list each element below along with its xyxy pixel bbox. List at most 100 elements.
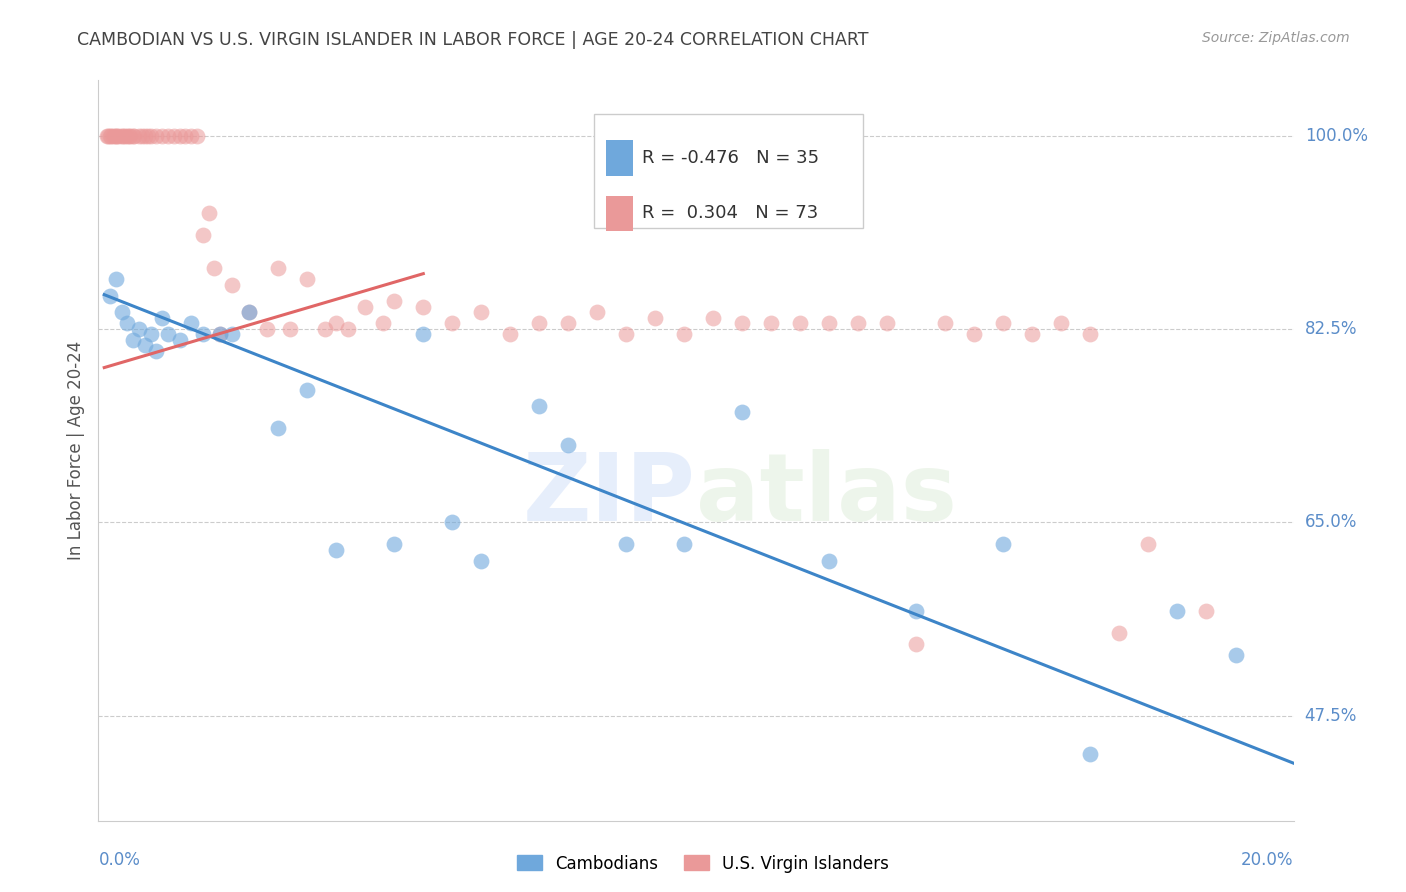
Point [818,317,841,331]
Point [297,383,319,397]
Point [267,421,290,435]
Point [336,322,359,336]
Bar [595,113,863,228]
Point [131,128,153,143]
Point [98,128,121,143]
Point [1108,625,1130,640]
Point [557,317,579,331]
Point [221,327,243,342]
Text: CAMBODIAN VS U.S. VIRGIN ISLANDER IN LABOR FORCE | AGE 20-24 CORRELATION CHART: CAMBODIAN VS U.S. VIRGIN ISLANDER IN LAB… [77,31,869,49]
Point [297,272,319,286]
Point [529,399,551,413]
Point [117,128,139,143]
Text: ZIP: ZIP [523,449,696,541]
Point [278,322,301,336]
Point [314,322,336,336]
Point [371,317,394,331]
Point [180,128,202,143]
Text: Source: ZipAtlas.com: Source: ZipAtlas.com [1202,31,1350,45]
Point [122,333,145,347]
Bar [606,195,633,231]
Point [139,327,162,342]
Point [107,128,129,143]
Point [169,333,191,347]
Point [145,344,167,359]
Point [267,261,290,276]
Point [97,128,120,143]
Text: 82.5%: 82.5% [1305,320,1357,338]
Point [136,128,159,143]
Point [1050,317,1073,331]
Point [673,327,696,342]
Point [124,128,146,143]
Point [104,272,127,286]
Point [470,554,492,568]
Point [1166,604,1188,618]
Point [221,277,243,292]
Point [325,542,347,557]
Point [499,327,522,342]
Point [128,322,150,336]
Text: 65.0%: 65.0% [1305,513,1357,532]
Point [905,604,928,618]
Point [122,128,145,143]
Point [731,317,754,331]
Point [104,128,127,143]
Point [412,327,434,342]
Point [197,206,219,220]
Point [163,128,186,143]
Point [117,128,139,143]
Point [256,322,278,336]
Point [169,128,191,143]
Text: atlas: atlas [696,449,957,541]
Point [818,554,841,568]
Point [1195,604,1218,618]
Point [139,128,162,143]
Point [1137,537,1160,551]
Point [101,128,124,143]
Point [557,438,579,452]
Point [731,405,754,419]
Point [150,128,173,143]
Point [186,128,208,143]
Text: 47.5%: 47.5% [1305,706,1357,724]
Point [1080,747,1102,762]
Point [325,317,347,331]
Point [848,317,870,331]
Point [614,537,637,551]
Point [1225,648,1247,662]
Point [1021,327,1043,342]
Point [382,537,405,551]
Point [209,327,232,342]
Point [134,128,156,143]
Point [470,305,492,319]
Point [934,317,956,331]
Point [1080,327,1102,342]
Point [209,327,232,342]
Point [117,317,139,331]
Point [354,300,377,314]
Bar [606,140,633,176]
Text: 100.0%: 100.0% [1305,127,1368,145]
Point [128,128,150,143]
Point [586,305,609,319]
Point [100,128,122,143]
Legend: Cambodians, U.S. Virgin Islanders: Cambodians, U.S. Virgin Islanders [510,848,896,880]
Point [191,227,214,242]
Point [104,128,127,143]
Text: 0.0%: 0.0% [98,851,141,869]
Point [614,327,637,342]
Point [761,317,783,331]
Point [174,128,197,143]
Text: 20.0%: 20.0% [1241,851,1294,869]
Point [441,516,464,530]
Point [157,327,180,342]
Point [120,128,142,143]
Point [98,289,121,303]
Text: R = -0.476   N = 35: R = -0.476 N = 35 [643,149,820,167]
Point [96,128,118,143]
Point [993,537,1015,551]
Point [114,128,136,143]
Point [441,317,464,331]
Point [111,128,134,143]
